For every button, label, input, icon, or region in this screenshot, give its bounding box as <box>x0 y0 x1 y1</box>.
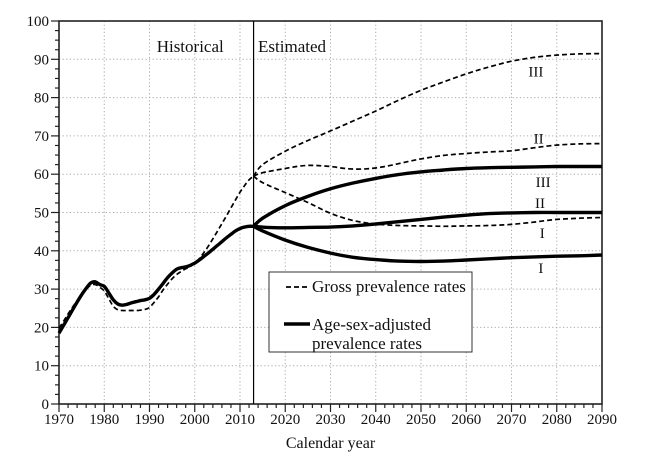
legend-adjusted-label-line1: Age-sex-adjusted <box>312 315 431 334</box>
x-tick-label: 2050 <box>406 412 436 428</box>
x-tick-label: 2010 <box>225 412 255 428</box>
x-tick-label: 2030 <box>316 412 346 428</box>
series-adjusted-I <box>252 224 603 264</box>
region-label-estimated: Estimated <box>258 37 326 56</box>
series-gross-II <box>253 142 603 177</box>
curve-label-gross-III: III <box>528 65 543 81</box>
series-adjusted-III <box>252 164 602 228</box>
curve-label-adjusted-I: I <box>538 261 543 277</box>
x-tick-label: 1970 <box>44 412 74 428</box>
series-adjusted-II <box>253 210 602 230</box>
x-tick-label: 2060 <box>451 412 481 428</box>
y-tick-label: 0 <box>42 397 50 413</box>
series-gross-I <box>253 175 603 228</box>
y-tick-label: 80 <box>34 91 49 107</box>
x-tick-label: 1980 <box>89 412 119 428</box>
region-label-historical: Historical <box>157 37 224 56</box>
y-tick-label: 40 <box>34 244 49 260</box>
y-tick-label: 20 <box>34 320 49 336</box>
curve-label-gross-I: I <box>540 226 545 242</box>
y-tick-label: 60 <box>34 167 49 183</box>
x-tick-label: 2080 <box>542 412 572 428</box>
x-tick-label: 2000 <box>180 412 210 428</box>
curve-label-adjusted-II: II <box>535 196 545 212</box>
x-tick-label: 2090 <box>587 412 617 428</box>
x-tick-label: 1990 <box>135 412 165 428</box>
curve-label-adjusted-III: III <box>536 175 551 191</box>
y-tick-label: 10 <box>34 359 49 375</box>
series-gross-III <box>252 52 603 177</box>
series-adjusted-historical <box>57 224 254 335</box>
series-gross-historical <box>58 175 255 329</box>
legend-box <box>268 271 473 353</box>
y-tick-label: 100 <box>27 14 50 30</box>
y-tick-label: 70 <box>34 129 49 145</box>
y-tick-label: 90 <box>34 52 49 68</box>
curve-label-gross-II: II <box>534 132 544 148</box>
legend-adjusted-label-line2: prevalence rates <box>312 334 422 353</box>
x-tick-label: 2020 <box>270 412 300 428</box>
x-axis-title: Calendar year <box>286 435 376 452</box>
y-tick-label: 30 <box>34 282 49 298</box>
y-tick-label: 50 <box>34 206 49 222</box>
x-tick-label: 2070 <box>497 412 527 428</box>
legend-gross-label: Gross prevalence rates <box>312 277 466 296</box>
x-tick-label: 2040 <box>361 412 391 428</box>
